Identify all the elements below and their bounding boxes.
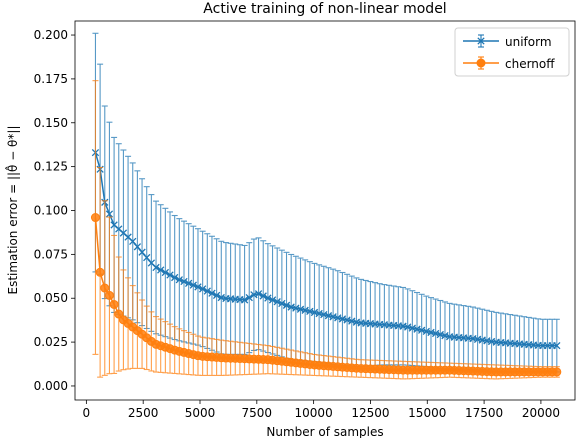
markers-uniform [91,148,561,350]
legend-marker [477,37,485,45]
plot-frame [74,20,576,401]
x-tick-label: 0 [83,406,91,420]
x-tick-label: 20000 [522,406,560,420]
y-tick-label: 0.025 [34,335,68,349]
data-point [553,341,561,350]
data-point [282,301,291,309]
y-tick-label: 0.125 [34,160,68,174]
data-point [212,291,221,300]
data-point [245,293,253,302]
series-chernoff [90,80,562,380]
chart-title: Active training of non-linear model [203,1,446,17]
data-point [171,273,179,282]
data-point [240,296,249,304]
data-point [184,279,193,287]
x-axis-label: Number of samples [266,425,383,438]
data-point [95,267,105,277]
error-bars-chernoff [92,80,560,380]
markers-chernoff [90,213,562,377]
x-axis: 0 2500 5000 7500 10000 12500 15000 17500 20000 [83,400,560,420]
x-tick-label: 15000 [408,406,446,420]
data-point [90,213,100,223]
data-point [254,290,263,298]
y-axis-label: Estimation error = ||θ̂ − θ*|| [4,126,20,295]
data-point [114,309,124,319]
data-point [105,210,114,218]
plot-area [90,32,562,380]
legend-entry-chernoff [463,56,499,70]
data-point [109,299,119,309]
data-point [278,299,286,308]
data-point [268,296,277,304]
data-point [100,283,110,293]
legend: uniform chernoff [454,27,570,77]
data-point [175,276,183,284]
x-tick-label: 2500 [128,406,159,420]
legend-label-chernoff: chernoff [505,57,555,71]
x-tick-label: 10000 [295,406,333,420]
data-point [189,281,197,289]
y-tick-label: 0.150 [34,116,68,130]
data-point [161,268,170,277]
x-tick-label: 7500 [242,406,273,420]
legend-marker [476,58,486,68]
data-point [194,283,202,291]
data-point [198,285,207,293]
data-point [203,287,211,295]
y-tick-label: 0.050 [34,291,68,305]
y-tick-label: 0.175 [34,72,68,86]
data-point [208,289,216,297]
x-tick-label: 5000 [185,406,216,420]
x-tick-label: 12500 [351,406,389,420]
data-point [552,367,562,377]
y-tick-label: 0.200 [34,28,68,42]
legend-entry-uniform [463,34,499,48]
y-tick-label: 0.100 [34,204,68,218]
data-point [104,290,114,300]
data-point [180,277,188,286]
data-point [166,271,174,279]
y-tick-label: 0.075 [34,247,68,261]
data-point [157,266,165,274]
y-axis: 0.000 0.025 0.050 0.075 0.100 0.125 0.150 0.175… [34,28,75,393]
data-point [264,294,272,302]
legend-label-uniform: uniform [505,35,552,49]
data-point [259,292,267,300]
data-point [273,298,281,306]
data-point [152,263,160,272]
x-tick-label: 17500 [465,406,503,420]
y-tick-label: 0.000 [34,379,68,393]
series-line-uniform [94,152,557,347]
